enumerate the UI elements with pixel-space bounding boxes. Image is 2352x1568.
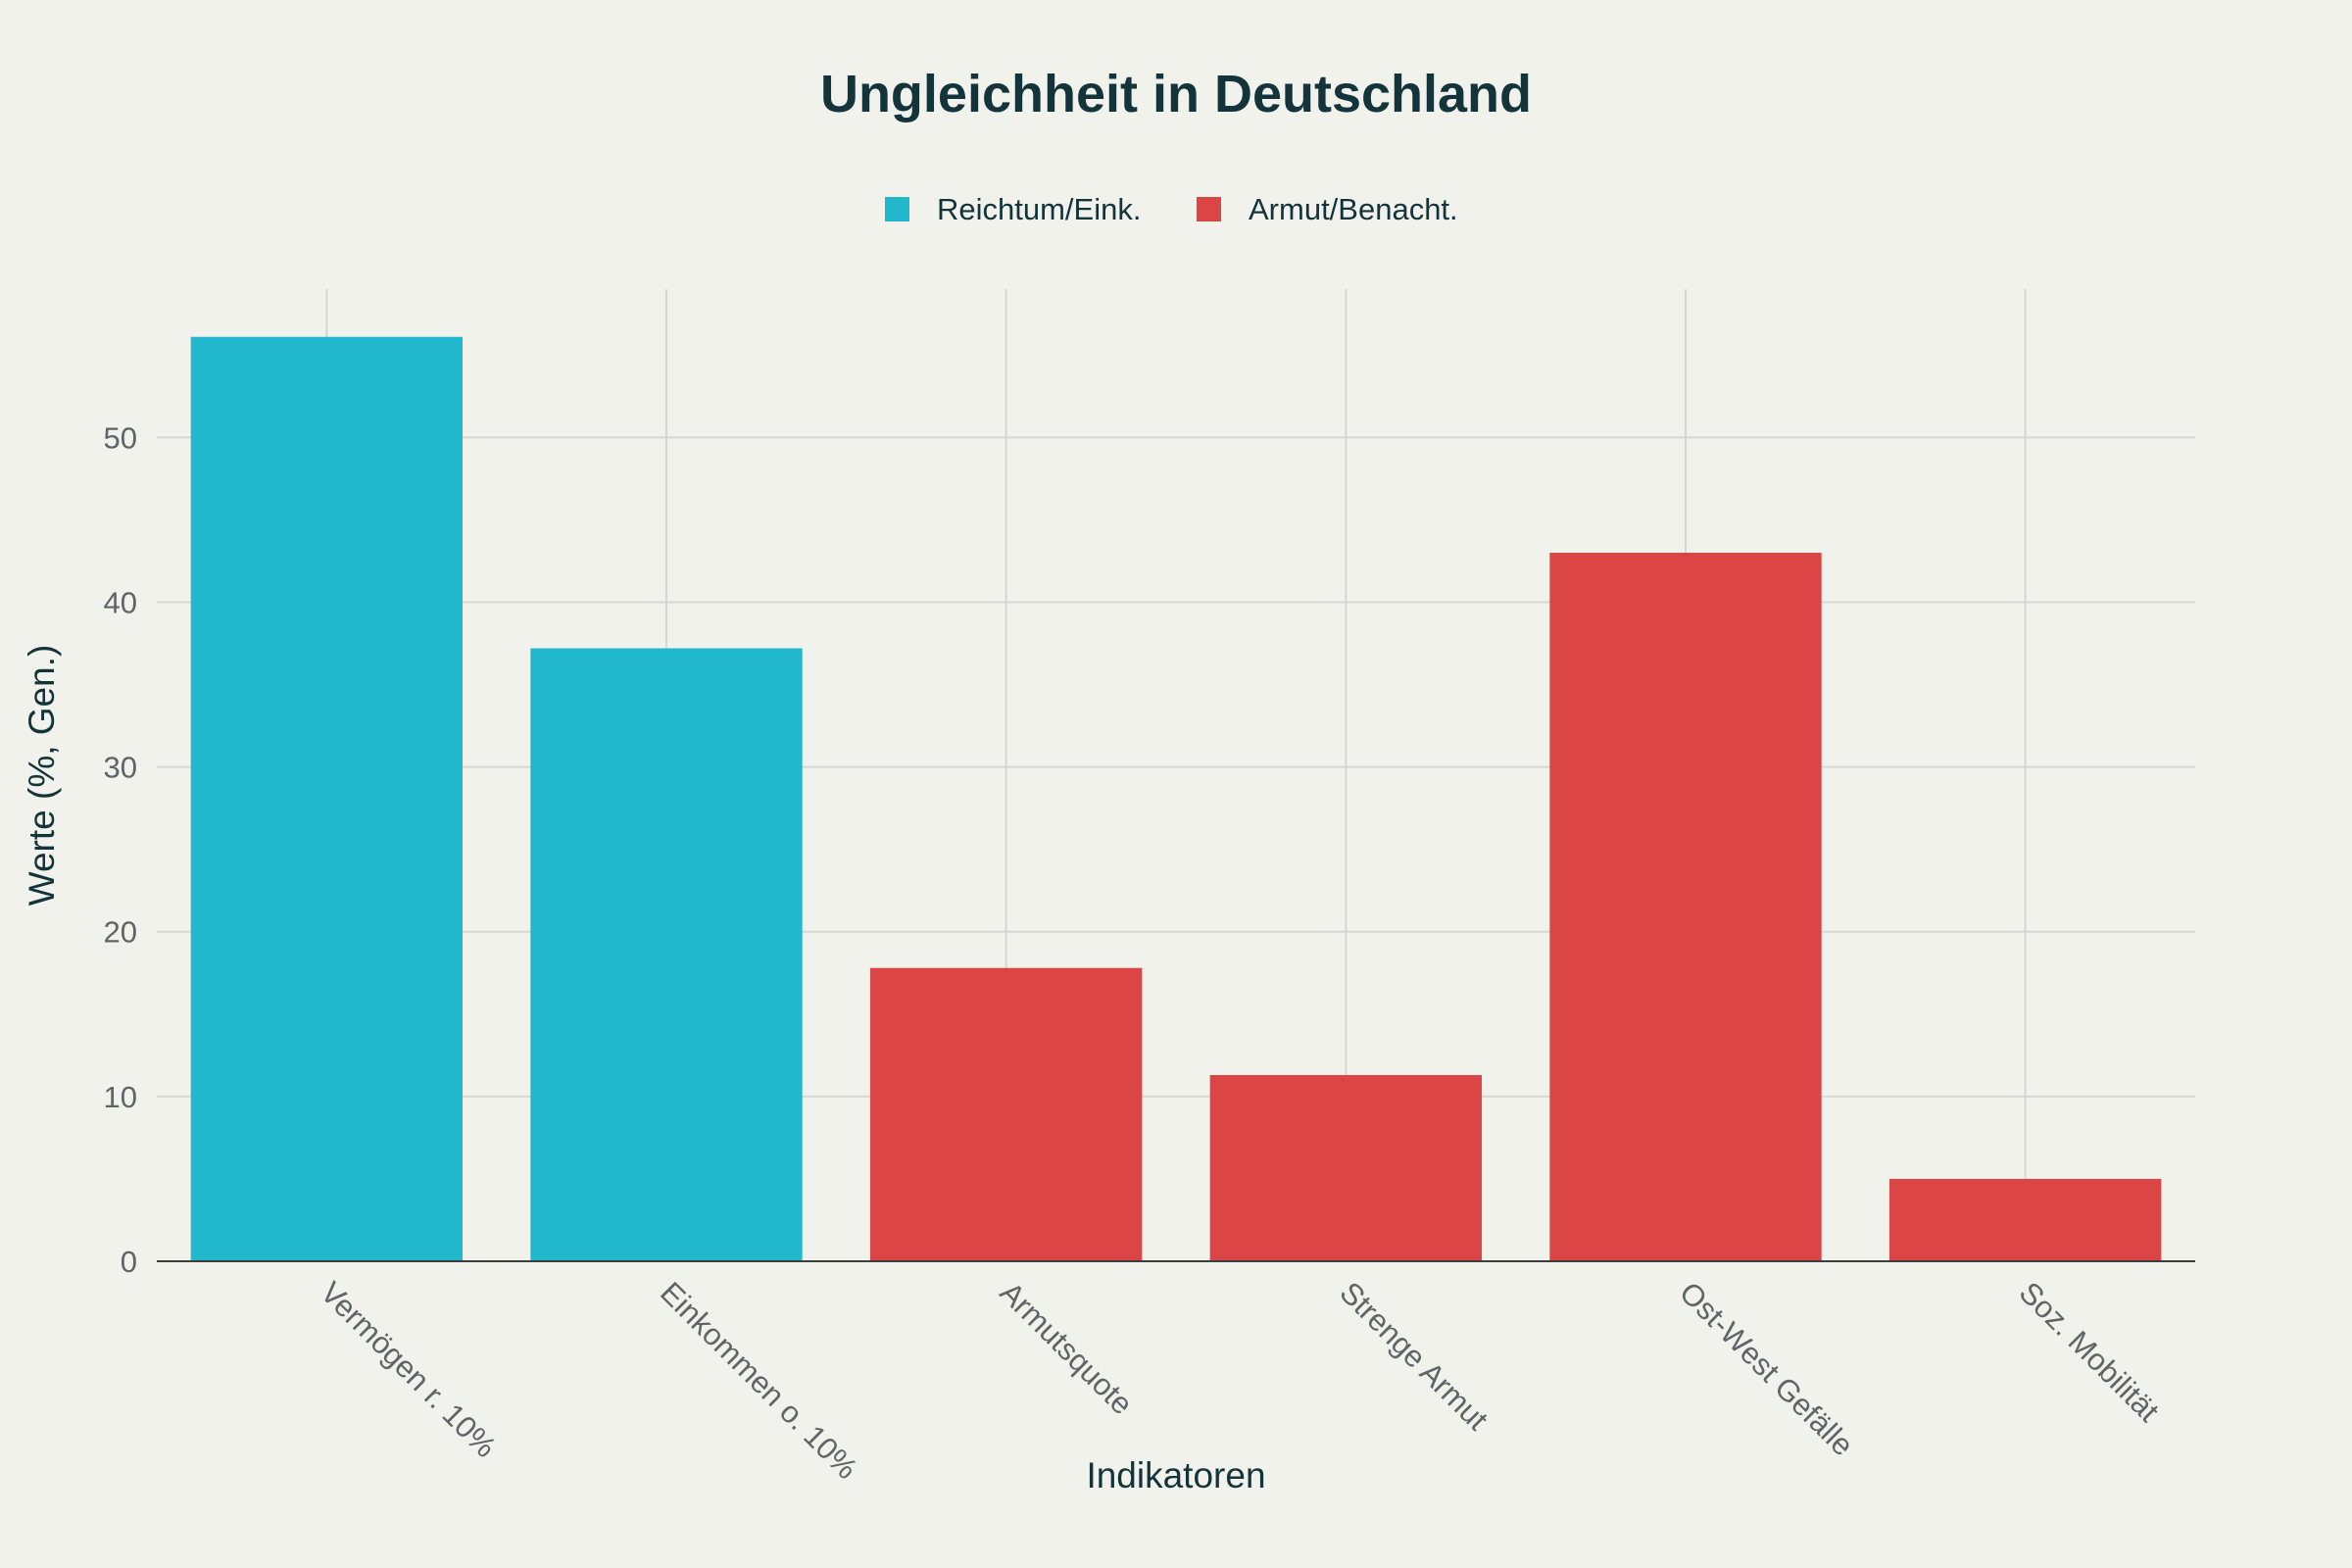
- legend-swatch: [1197, 197, 1221, 221]
- y-tick-label: 30: [104, 751, 137, 785]
- x-axis-title: Indikatoren: [1086, 1455, 1265, 1495]
- chart-title: Ungleichheit in Deutschland: [820, 65, 1532, 123]
- y-tick-label: 0: [121, 1245, 137, 1279]
- y-tick-label: 40: [104, 585, 137, 619]
- bar: [1889, 1178, 2162, 1261]
- x-tick-label: Soz. Mobilität: [2013, 1275, 2167, 1429]
- bar: [530, 648, 803, 1261]
- x-tick-label: Armutsquote: [994, 1275, 1140, 1421]
- bars: [190, 336, 2162, 1262]
- x-tick-label: Strenge Armut: [1333, 1275, 1494, 1437]
- x-tick-label: Ost-West Gefälle: [1673, 1275, 1860, 1462]
- bar: [190, 336, 463, 1262]
- bar: [1209, 1075, 1482, 1261]
- x-axis-labels: Vermögen r. 10% Einkommen o. 10% Armutsquo…: [314, 1275, 2166, 1486]
- legend-swatch: [885, 197, 909, 221]
- legend-label: Armut/Benacht.: [1249, 192, 1458, 226]
- legend: Reichtum/Eink. Armut/Benacht.: [885, 192, 1458, 226]
- y-axis-ticks: 0 10 20 30 40 50: [104, 420, 137, 1279]
- bar: [1549, 553, 1822, 1261]
- bar: [870, 967, 1143, 1261]
- legend-label: Reichtum/Eink.: [937, 192, 1141, 226]
- y-axis-title: Werte (%, Gen.): [22, 645, 62, 906]
- y-tick-label: 50: [104, 420, 137, 455]
- x-tick-label: Einkommen o. 10%: [654, 1275, 864, 1486]
- x-tick-label: Vermögen r. 10%: [314, 1275, 503, 1464]
- y-tick-label: 20: [104, 915, 137, 950]
- y-tick-label: 10: [104, 1080, 137, 1114]
